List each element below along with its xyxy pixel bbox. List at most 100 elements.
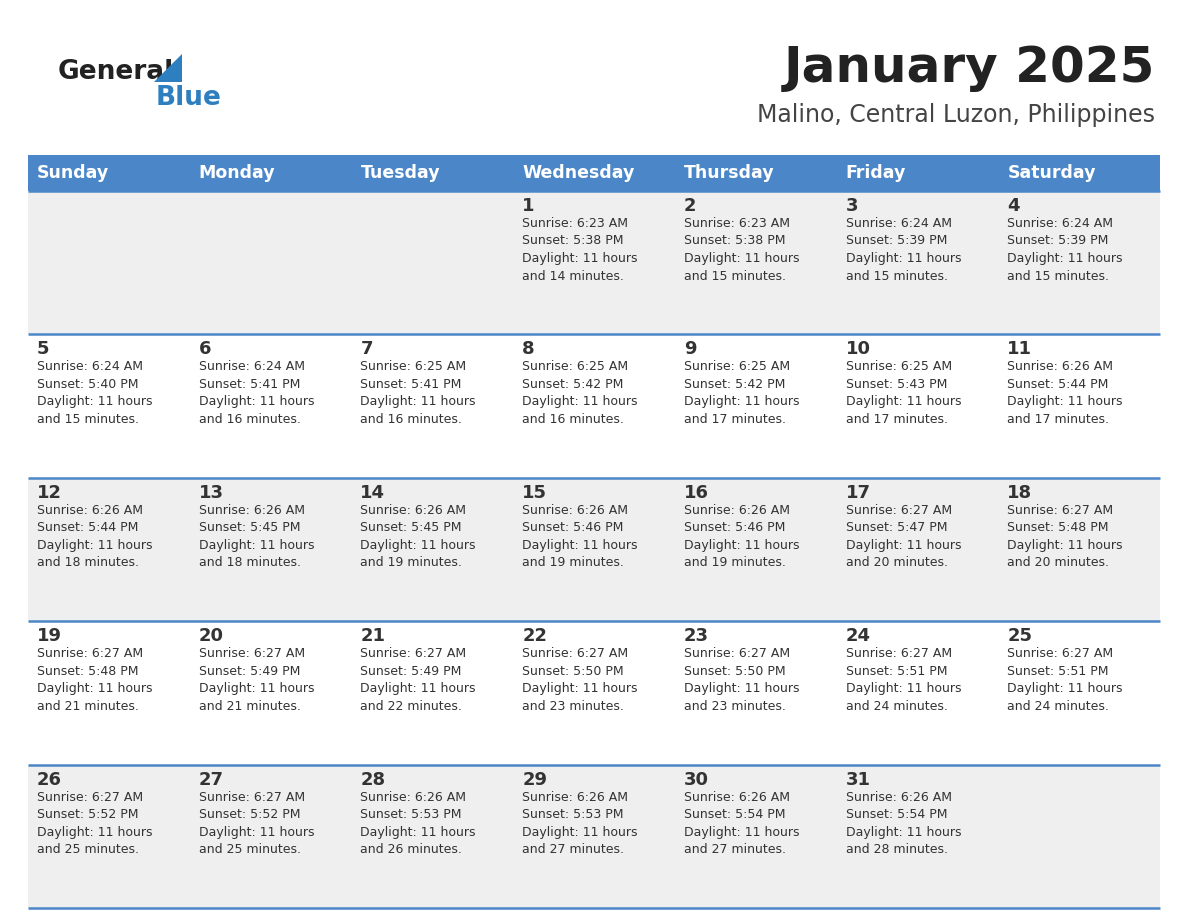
Text: Sunrise: 6:26 AM: Sunrise: 6:26 AM (846, 790, 952, 803)
Text: Sunset: 5:39 PM: Sunset: 5:39 PM (1007, 234, 1108, 248)
Text: 29: 29 (523, 770, 548, 789)
Text: and 17 minutes.: and 17 minutes. (846, 413, 948, 426)
Text: and 17 minutes.: and 17 minutes. (1007, 413, 1110, 426)
Text: 31: 31 (846, 770, 871, 789)
Text: 23: 23 (684, 627, 709, 645)
Text: Sunset: 5:46 PM: Sunset: 5:46 PM (684, 521, 785, 534)
Text: Sunrise: 6:26 AM: Sunrise: 6:26 AM (523, 504, 628, 517)
Text: 1: 1 (523, 197, 535, 215)
Text: Sunset: 5:48 PM: Sunset: 5:48 PM (1007, 521, 1108, 534)
Text: Sunset: 5:53 PM: Sunset: 5:53 PM (360, 808, 462, 821)
Text: and 22 minutes.: and 22 minutes. (360, 700, 462, 712)
Text: Daylight: 11 hours: Daylight: 11 hours (846, 682, 961, 695)
Text: and 21 minutes.: and 21 minutes. (198, 700, 301, 712)
Text: Daylight: 11 hours: Daylight: 11 hours (523, 825, 638, 839)
Text: and 16 minutes.: and 16 minutes. (360, 413, 462, 426)
Text: Sunrise: 6:26 AM: Sunrise: 6:26 AM (360, 504, 467, 517)
Text: 30: 30 (684, 770, 709, 789)
Text: Sunrise: 6:24 AM: Sunrise: 6:24 AM (198, 361, 304, 374)
Text: Sunrise: 6:27 AM: Sunrise: 6:27 AM (684, 647, 790, 660)
Text: Daylight: 11 hours: Daylight: 11 hours (523, 252, 638, 265)
Bar (675, 155, 836, 191)
Text: Daylight: 11 hours: Daylight: 11 hours (360, 682, 476, 695)
Text: Wednesday: Wednesday (523, 164, 634, 182)
Text: Sunset: 5:41 PM: Sunset: 5:41 PM (360, 378, 462, 391)
Text: Sunday: Sunday (37, 164, 109, 182)
Text: Sunset: 5:52 PM: Sunset: 5:52 PM (198, 808, 301, 821)
Text: Sunset: 5:38 PM: Sunset: 5:38 PM (684, 234, 785, 248)
Text: and 23 minutes.: and 23 minutes. (684, 700, 785, 712)
Text: Sunset: 5:39 PM: Sunset: 5:39 PM (846, 234, 947, 248)
Text: and 28 minutes.: and 28 minutes. (846, 843, 948, 856)
Text: Daylight: 11 hours: Daylight: 11 hours (1007, 682, 1123, 695)
Text: Sunset: 5:47 PM: Sunset: 5:47 PM (846, 521, 947, 534)
Text: 20: 20 (198, 627, 223, 645)
Text: and 15 minutes.: and 15 minutes. (1007, 270, 1110, 283)
Text: 26: 26 (37, 770, 62, 789)
Text: Sunset: 5:52 PM: Sunset: 5:52 PM (37, 808, 139, 821)
Text: Sunset: 5:40 PM: Sunset: 5:40 PM (37, 378, 139, 391)
Text: Sunrise: 6:27 AM: Sunrise: 6:27 AM (37, 647, 143, 660)
Text: 18: 18 (1007, 484, 1032, 502)
Text: 14: 14 (360, 484, 385, 502)
Text: Sunset: 5:41 PM: Sunset: 5:41 PM (198, 378, 301, 391)
Bar (29, 155, 190, 191)
Bar (352, 155, 513, 191)
Text: and 20 minutes.: and 20 minutes. (846, 556, 948, 569)
Text: Daylight: 11 hours: Daylight: 11 hours (1007, 396, 1123, 409)
Text: Sunrise: 6:24 AM: Sunrise: 6:24 AM (37, 361, 143, 374)
Text: Saturday: Saturday (1007, 164, 1095, 182)
Text: and 15 minutes.: and 15 minutes. (37, 413, 139, 426)
Text: Sunset: 5:50 PM: Sunset: 5:50 PM (684, 665, 785, 677)
Text: Sunrise: 6:27 AM: Sunrise: 6:27 AM (198, 647, 305, 660)
Text: Sunset: 5:45 PM: Sunset: 5:45 PM (360, 521, 462, 534)
Text: 9: 9 (684, 341, 696, 358)
Text: and 15 minutes.: and 15 minutes. (684, 270, 785, 283)
Text: 2: 2 (684, 197, 696, 215)
Text: Sunrise: 6:26 AM: Sunrise: 6:26 AM (1007, 361, 1113, 374)
Text: Sunrise: 6:26 AM: Sunrise: 6:26 AM (684, 790, 790, 803)
Text: Sunset: 5:48 PM: Sunset: 5:48 PM (37, 665, 139, 677)
Text: Monday: Monday (198, 164, 276, 182)
Text: 16: 16 (684, 484, 709, 502)
Text: Sunset: 5:38 PM: Sunset: 5:38 PM (523, 234, 624, 248)
Text: Sunrise: 6:23 AM: Sunrise: 6:23 AM (523, 217, 628, 230)
Text: and 17 minutes.: and 17 minutes. (684, 413, 785, 426)
Text: and 16 minutes.: and 16 minutes. (198, 413, 301, 426)
Text: Sunrise: 6:27 AM: Sunrise: 6:27 AM (846, 647, 952, 660)
Text: 28: 28 (360, 770, 386, 789)
Text: Daylight: 11 hours: Daylight: 11 hours (37, 825, 152, 839)
Text: Daylight: 11 hours: Daylight: 11 hours (684, 252, 800, 265)
Text: Sunrise: 6:26 AM: Sunrise: 6:26 AM (360, 790, 467, 803)
Text: and 24 minutes.: and 24 minutes. (846, 700, 948, 712)
Text: 24: 24 (846, 627, 871, 645)
Text: Daylight: 11 hours: Daylight: 11 hours (523, 682, 638, 695)
Text: Daylight: 11 hours: Daylight: 11 hours (684, 396, 800, 409)
Text: and 14 minutes.: and 14 minutes. (523, 270, 624, 283)
Text: Sunset: 5:50 PM: Sunset: 5:50 PM (523, 665, 624, 677)
Bar (29, 621, 1159, 765)
Text: General: General (58, 59, 175, 85)
Text: Sunset: 5:51 PM: Sunset: 5:51 PM (1007, 665, 1108, 677)
Text: Daylight: 11 hours: Daylight: 11 hours (360, 825, 476, 839)
Bar (29, 477, 1159, 621)
Text: and 25 minutes.: and 25 minutes. (198, 843, 301, 856)
Text: Sunset: 5:43 PM: Sunset: 5:43 PM (846, 378, 947, 391)
Text: Sunrise: 6:27 AM: Sunrise: 6:27 AM (846, 504, 952, 517)
Text: Friday: Friday (846, 164, 906, 182)
Text: Sunrise: 6:24 AM: Sunrise: 6:24 AM (1007, 217, 1113, 230)
Bar (29, 191, 1159, 334)
Text: and 24 minutes.: and 24 minutes. (1007, 700, 1110, 712)
Text: Sunrise: 6:27 AM: Sunrise: 6:27 AM (523, 647, 628, 660)
Text: Daylight: 11 hours: Daylight: 11 hours (523, 396, 638, 409)
Bar (29, 334, 1159, 477)
Text: Daylight: 11 hours: Daylight: 11 hours (846, 539, 961, 552)
Text: Sunset: 5:44 PM: Sunset: 5:44 PM (1007, 378, 1108, 391)
Text: Sunset: 5:51 PM: Sunset: 5:51 PM (846, 665, 947, 677)
Text: 7: 7 (360, 341, 373, 358)
Text: 11: 11 (1007, 341, 1032, 358)
Text: Daylight: 11 hours: Daylight: 11 hours (846, 825, 961, 839)
Text: Daylight: 11 hours: Daylight: 11 hours (360, 539, 476, 552)
Text: 10: 10 (846, 341, 871, 358)
Text: Sunset: 5:45 PM: Sunset: 5:45 PM (198, 521, 301, 534)
